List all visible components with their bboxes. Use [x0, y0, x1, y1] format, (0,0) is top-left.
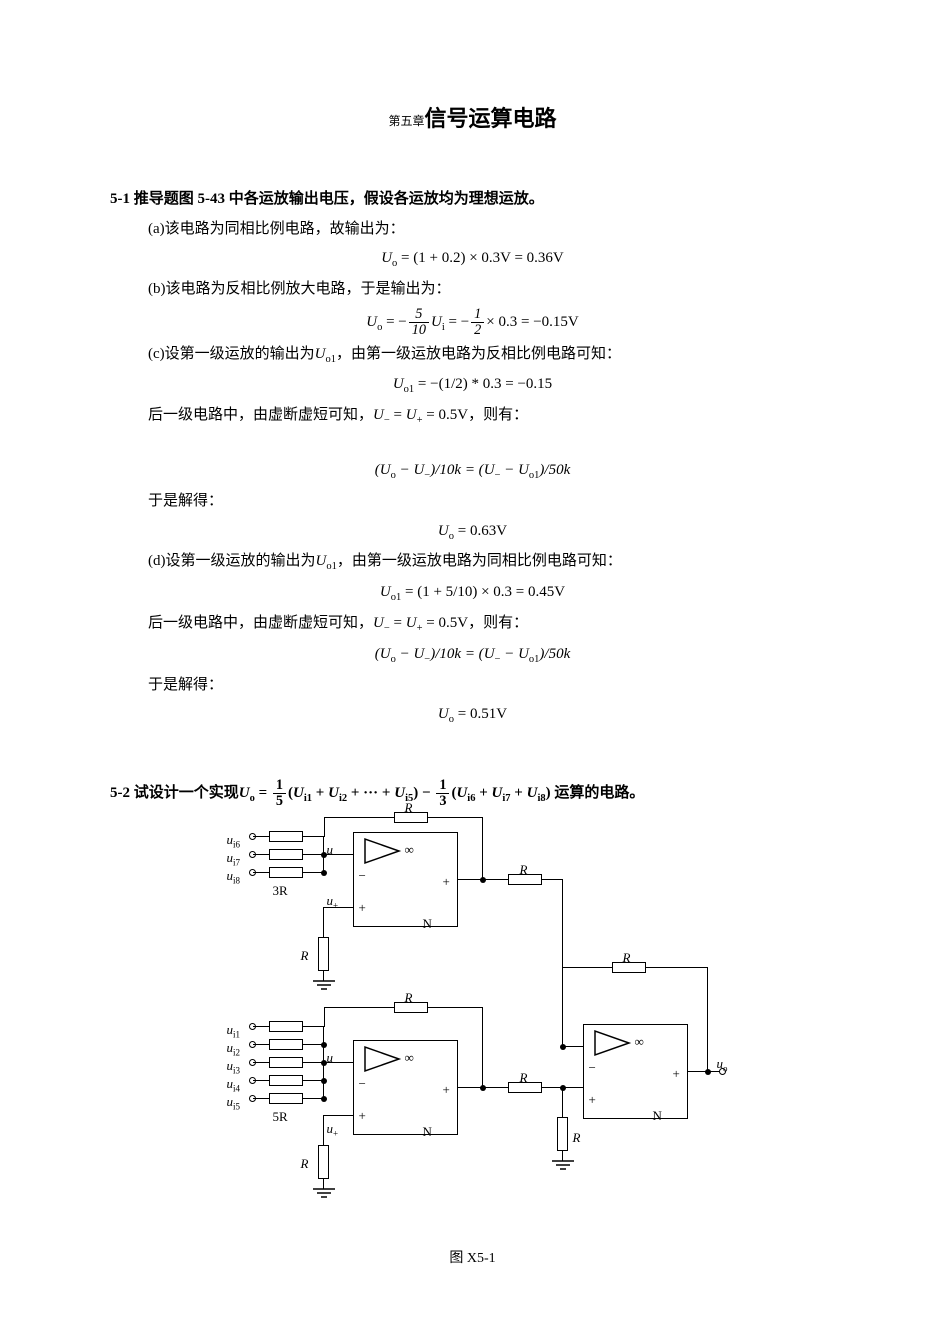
- problem-5-1-a-text: (a)该电路为同相比例电路，故输出为：: [110, 217, 835, 243]
- var: U: [316, 553, 327, 569]
- problem-5-2-heading: 5-2 试设计一个实现Uo = 15(Ui1 + Ui2 + ··· + Ui5…: [110, 778, 835, 809]
- problem-5-1-c-eq2: (Uo − U−)/10k = (U− − Uo1)/50k: [110, 458, 835, 485]
- problem-5-1-c-eq3: Uo = 0.63V: [110, 519, 835, 546]
- problem-5-1-b-eq: Uo = −510Ui = −12× 0.3 = −0.15V: [110, 307, 835, 338]
- chapter-prefix: 第五章: [388, 114, 424, 128]
- problem-5-1-d-text3: 于是解得：: [110, 673, 835, 699]
- label-R-o2: R: [520, 1067, 528, 1089]
- problem-5-1-c-eq1: Uo1 = −(1/2) * 0.3 = −0.15: [110, 372, 835, 399]
- problem-5-1-a-eq: Uo = (1 + 0.2) × 0.3V = 0.36V: [110, 246, 835, 273]
- figure-caption: 图 X5-1: [110, 1247, 835, 1271]
- label-5R: 5R: [273, 1106, 288, 1128]
- problem-5-1-c-text3: 于是解得：: [110, 489, 835, 515]
- label-R-g2: R: [301, 1153, 309, 1175]
- heading-post: 运算的电路。: [554, 785, 644, 801]
- problem-5-1-heading: 5-1 推导题图 5-43 中各运放输出电压，假设各运放均为理想运放。: [110, 187, 835, 213]
- label-uplus-2: u+: [327, 1118, 339, 1142]
- chapter-title: 第五章信号运算电路: [110, 100, 835, 137]
- label-N-3: N: [653, 1105, 662, 1127]
- text-pre: 后一级电路中，由虚断虚短可知，: [148, 615, 373, 631]
- label-N-2: N: [423, 1121, 432, 1143]
- label-infinity-3: ∞: [635, 1031, 644, 1053]
- circuit-diagram: ui6 ui7 ui8 3R u− ∞ − + + N R u+ R: [223, 817, 723, 1217]
- problem-5-1-b-text: (b)该电路为反相比例放大电路，于是输出为：: [110, 277, 835, 303]
- label-ui5: ui5: [227, 1091, 241, 1115]
- frac-den: 3: [436, 794, 449, 809]
- problem-5-1-d-eq3: Uo = 0.51V: [110, 702, 835, 729]
- label-3R: 3R: [273, 880, 288, 902]
- frac-num: 1: [471, 307, 484, 323]
- label-uplus-1: u+: [327, 890, 339, 914]
- problem-5-1-d-eq2: (Uo − U−)/10k = (U− − Uo1)/50k: [110, 642, 835, 669]
- sub: o1: [326, 561, 337, 572]
- text-pre: (d)设第一级运放的输出为: [148, 553, 316, 569]
- chapter-main: 信号运算电路: [425, 106, 557, 131]
- frac-num: 5: [409, 307, 429, 323]
- label-uminus-2: u−: [327, 1047, 339, 1071]
- frac-den: 10: [409, 323, 429, 338]
- label-R-g3: R: [573, 1127, 581, 1149]
- text-post: ，则有：: [468, 407, 528, 423]
- var: U: [315, 346, 326, 362]
- label-uo: uo: [717, 1053, 728, 1077]
- label-N-1: N: [423, 913, 432, 935]
- eq-tail: × 0.3 = −0.15V: [486, 314, 578, 330]
- frac-num: 1: [273, 778, 286, 794]
- problem-5-1-d-text1: (d)设第一级运放的输出为Uo1，由第一级运放电路为同相比例电路可知：: [110, 549, 835, 576]
- minus: −: [422, 785, 431, 801]
- heading-pre: 5-2 试设计一个实现: [110, 785, 239, 801]
- label-R-fb1: R: [405, 797, 413, 819]
- text-pre: (c)设第一级运放的输出为: [148, 346, 315, 362]
- label-R-o1: R: [520, 859, 528, 881]
- label-infinity-2: ∞: [405, 1047, 414, 1069]
- label-R-g1: R: [301, 945, 309, 967]
- label-uminus-1: u−: [327, 839, 339, 863]
- text-post: ，则有：: [468, 615, 528, 631]
- problem-5-1-c-text1: (c)设第一级运放的输出为Uo1，由第一级运放电路为反相比例电路可知：: [110, 342, 835, 369]
- problem-5-1-d-text2: 后一级电路中，由虚断虚短可知，U− = U+ = 0.5V，则有：: [110, 611, 835, 638]
- sub: o1: [326, 354, 337, 365]
- label-ui8: ui8: [227, 865, 241, 889]
- frac-num: 1: [436, 778, 449, 794]
- label-R-fb2: R: [405, 987, 413, 1009]
- text-post: ，由第一级运放电路为同相比例电路可知：: [337, 553, 622, 569]
- label-R-fb3: R: [623, 947, 631, 969]
- label-infinity-1: ∞: [405, 839, 414, 861]
- problem-5-1-d-eq1: Uo1 = (1 + 5/10) × 0.3 = 0.45V: [110, 580, 835, 607]
- text-pre: 后一级电路中，由虚断虚短可知，: [148, 407, 373, 423]
- text-post: ，由第一级运放电路为反相比例电路可知：: [336, 346, 621, 362]
- frac-den: 5: [273, 794, 286, 809]
- frac-den: 2: [471, 323, 484, 338]
- problem-5-1-c-text2: 后一级电路中，由虚断虚短可知，U− = U+ = 0.5V，则有：: [110, 403, 835, 430]
